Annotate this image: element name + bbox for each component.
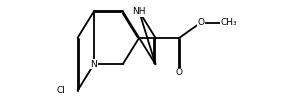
Text: CH₃: CH₃ [221, 18, 237, 27]
Text: Cl: Cl [57, 86, 66, 95]
Text: O: O [197, 18, 204, 27]
Text: NH: NH [132, 7, 146, 16]
Text: O: O [176, 68, 183, 78]
Text: N: N [91, 60, 97, 69]
